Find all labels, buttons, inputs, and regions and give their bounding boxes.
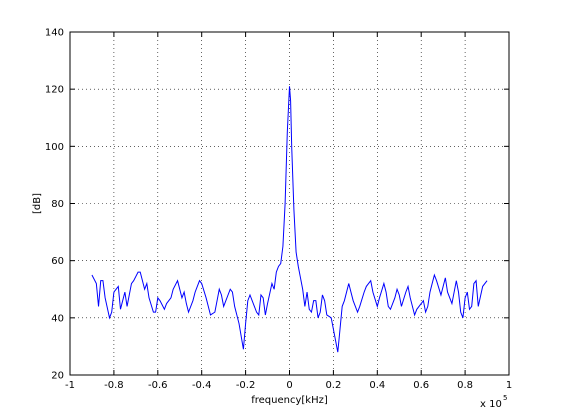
y-tick-label: 100 [45, 142, 64, 153]
x-tick-label: -0.4 [192, 380, 212, 391]
x-tick-label: 0.2 [325, 380, 341, 391]
x-axis-label: frequency[kHz] [251, 395, 328, 406]
x-tick-label: 0.6 [413, 380, 429, 391]
x-tick-label: 0 [286, 380, 292, 391]
y-tick-label: 40 [51, 313, 64, 324]
y-tick-label: 20 [51, 371, 64, 382]
data-line [91, 86, 488, 353]
x-tick-label: 0.8 [457, 380, 473, 391]
x-tick-label: -0.2 [236, 380, 256, 391]
x-tick-label: 0.4 [369, 380, 385, 391]
x-exponent: 5 [503, 394, 507, 402]
x-tick-label: 1 [506, 380, 512, 391]
x-tick-label: -1 [65, 380, 75, 391]
y-tick-label: 140 [45, 28, 64, 39]
axes-box [69, 31, 510, 376]
x-tick-label: -0.8 [104, 380, 124, 391]
y-axis-label: [dB] [32, 193, 43, 214]
y-tick-label: 120 [45, 85, 64, 96]
y-tick-label: 80 [51, 199, 64, 210]
x-multiplier: x 10 [480, 399, 502, 410]
x-tick-label: -0.6 [148, 380, 168, 391]
y-tick-label: 60 [51, 256, 64, 267]
